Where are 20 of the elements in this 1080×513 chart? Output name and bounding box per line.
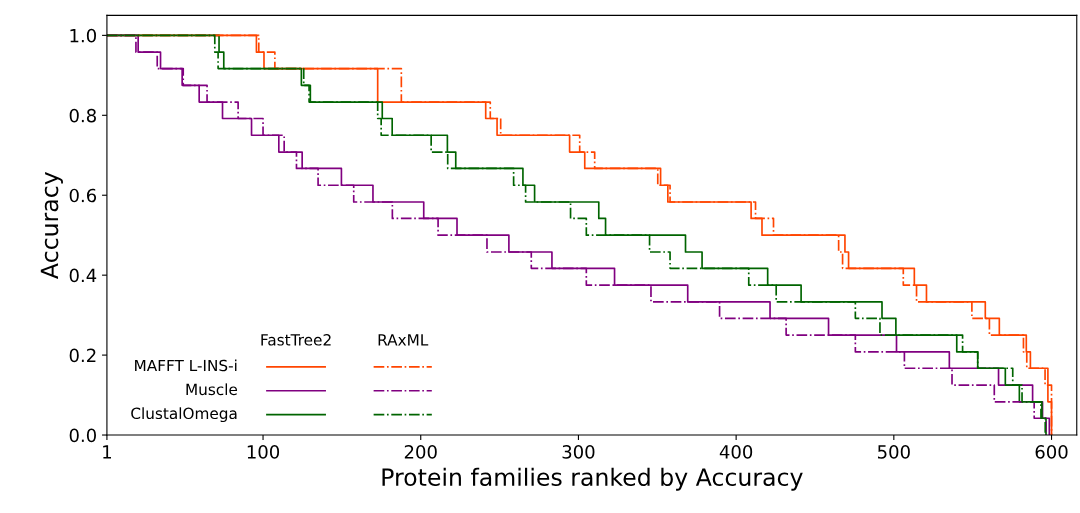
x-tick-label: 600 [1035, 445, 1068, 459]
x-tick-label: 100 [247, 445, 280, 459]
x-tick-label: 1 [103, 445, 111, 459]
y-tick-label: 0.0 [69, 428, 96, 443]
y-tick-label: 0.6 [69, 188, 97, 203]
legend-label: Muscle [186, 383, 238, 396]
legend-label: ClustalOmega [131, 407, 237, 423]
y-tick-label: 0.8 [69, 108, 96, 123]
x-tick-label: 300 [562, 445, 595, 459]
y-tick-label: 1.0 [70, 28, 96, 43]
x-tick-label: 200 [404, 445, 437, 459]
legend-label: MAFFT L-INS-i [135, 359, 237, 372]
annotation: RAxML [378, 334, 429, 346]
annotation: FastTree2 [261, 334, 331, 346]
y-axis-title: Accuracy [40, 172, 63, 279]
y-tick-label: 0.2 [69, 348, 96, 363]
y-tick-label: 0.4 [69, 268, 97, 283]
x-tick-label: 500 [877, 445, 910, 459]
x-axis-title: Protein families ranked by Accuracy [382, 467, 803, 491]
x-tick-label: 400 [719, 445, 753, 459]
